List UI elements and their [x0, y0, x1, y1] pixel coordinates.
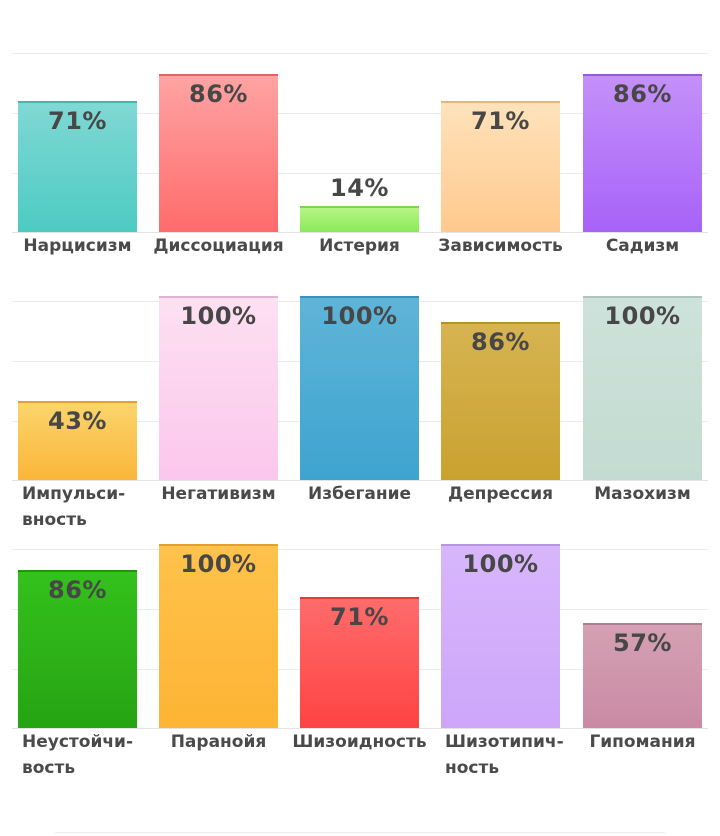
bar: 43% [18, 401, 137, 480]
bar-value-label: 86% [189, 80, 248, 108]
bar: 86% [159, 74, 278, 232]
bar-value-label: 86% [48, 576, 107, 604]
category-label: Негативизм [161, 484, 276, 504]
bar [300, 206, 419, 232]
bar-value-label: 86% [471, 328, 530, 356]
bar: 100% [300, 296, 419, 480]
bar-value-label: 100% [604, 302, 681, 330]
bar-value-label: 71% [471, 107, 530, 135]
gridline [12, 53, 708, 54]
bar-value-label: 71% [48, 107, 107, 135]
category-label: Диссоциация [153, 236, 284, 256]
bar-value-label: 86% [613, 80, 672, 108]
bar: 100% [159, 544, 278, 728]
bar: 71% [441, 101, 560, 232]
category-label: Гипомания [589, 732, 696, 752]
bar-value-label: 43% [48, 407, 107, 435]
bar: 71% [18, 101, 137, 232]
bar: 86% [583, 74, 702, 232]
bar-value-label: 14% [330, 174, 389, 202]
category-label: Импульси- вность [22, 484, 126, 530]
x-axis-baseline [12, 728, 708, 729]
bar-value-label: 100% [321, 302, 398, 330]
category-label: Шизоидность [292, 732, 427, 752]
bar-value-label: 100% [180, 302, 257, 330]
bar: 71% [300, 597, 419, 728]
category-label: Нарцисизм [23, 236, 132, 256]
bar: 100% [583, 296, 702, 480]
bar-value-label: 71% [330, 603, 389, 631]
category-label: Истерия [319, 236, 400, 256]
category-label: Неустойчи- вость [22, 732, 133, 778]
bar: 57% [583, 623, 702, 728]
bar: 86% [441, 322, 560, 480]
bar-value-label: 100% [180, 550, 257, 578]
footer-divider [55, 832, 665, 833]
bar: 100% [441, 544, 560, 728]
bar-value-label: 57% [613, 629, 672, 657]
category-label: Избегание [307, 484, 412, 504]
gridline [12, 173, 708, 174]
bar: 100% [159, 296, 278, 480]
category-label: Шизотипич- ность [445, 732, 564, 778]
category-label: Мазохизм [594, 484, 691, 504]
gridline [12, 549, 708, 550]
bar: 86% [18, 570, 137, 728]
category-label: Зависимость [438, 236, 563, 256]
gridline [12, 113, 708, 114]
bar-value-label: 100% [462, 550, 539, 578]
x-axis-baseline [12, 232, 708, 233]
x-axis-baseline [12, 480, 708, 481]
category-label: Садизм [605, 236, 680, 256]
category-label: Паранойя [170, 732, 267, 752]
category-label: Депрессия [447, 484, 554, 504]
